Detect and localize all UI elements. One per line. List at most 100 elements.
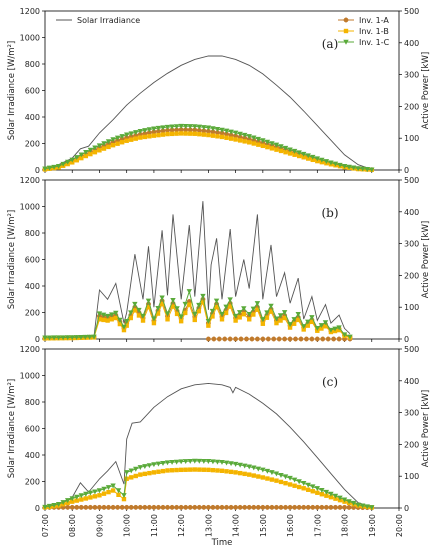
series-point <box>278 504 284 510</box>
series-point <box>137 465 144 470</box>
series-point <box>192 458 198 464</box>
offline-point <box>320 336 326 342</box>
offline-series <box>205 336 353 342</box>
series-point <box>156 504 161 510</box>
series-point <box>310 489 315 494</box>
series-point <box>278 144 284 150</box>
series-point <box>196 308 202 314</box>
series-point <box>174 311 180 317</box>
series-point <box>237 138 243 143</box>
series-point <box>210 467 216 473</box>
series-point <box>160 132 166 137</box>
series-point <box>88 495 93 500</box>
series-point <box>215 504 220 510</box>
series-point <box>55 501 62 507</box>
series-point <box>178 459 184 465</box>
series-point <box>192 317 197 323</box>
series-point <box>78 334 84 340</box>
left-axis-label: Solar Irradiance [W/m²] <box>7 41 17 140</box>
series-point <box>206 323 211 328</box>
offline-point <box>336 336 342 342</box>
series-point <box>174 504 180 510</box>
left-tick-label: 600 <box>25 87 40 96</box>
series-point <box>187 302 192 307</box>
series-point <box>274 147 279 152</box>
series-point <box>223 460 230 466</box>
series-point <box>333 504 338 510</box>
series-point <box>247 317 252 322</box>
series-point <box>129 475 134 480</box>
series-point <box>83 496 89 501</box>
x-tick-label: 07:00 <box>41 514 50 537</box>
series-point <box>251 465 257 471</box>
series-point <box>314 486 321 491</box>
series-point <box>296 317 301 323</box>
series-point <box>169 131 175 137</box>
left-tick-label: 1000 <box>20 203 40 212</box>
panel-label: (a) <box>322 37 339 51</box>
series-point <box>124 323 129 328</box>
series-point <box>74 155 80 160</box>
series-point <box>160 460 166 466</box>
left-tick-label: 1000 <box>20 372 40 381</box>
series-point <box>201 458 207 464</box>
offline-point <box>303 336 309 342</box>
x-axis-label: Time <box>211 538 233 548</box>
series-point <box>132 308 138 313</box>
left-tick-label: 400 <box>25 451 40 460</box>
series-point <box>121 496 127 502</box>
series-point <box>213 298 220 304</box>
x-tick-label: 11:00 <box>150 514 159 537</box>
series-point <box>192 504 198 510</box>
right-tick-label: 100 <box>404 303 419 312</box>
series-point <box>283 504 288 510</box>
series-point <box>237 504 243 510</box>
series-point <box>70 499 75 504</box>
series-point <box>170 298 176 303</box>
series-point <box>246 464 252 470</box>
series-point <box>136 307 142 313</box>
series-point <box>92 149 98 155</box>
left-tick-label: 600 <box>25 256 40 265</box>
series-point <box>260 475 266 480</box>
series-point <box>219 504 225 510</box>
series-point <box>227 297 233 303</box>
series-point <box>305 153 311 159</box>
series-point <box>165 317 170 322</box>
series-point <box>97 504 102 510</box>
right-axis-label: Active Power [kW] <box>421 221 431 298</box>
series-point <box>283 480 288 486</box>
series-point <box>183 467 188 472</box>
series-point <box>105 485 112 491</box>
right-tick-label: 0 <box>404 166 409 175</box>
x-tick-label: 19:00 <box>368 514 377 537</box>
series-point <box>296 484 302 490</box>
series-point <box>155 461 162 467</box>
series-point <box>121 324 127 330</box>
series-point <box>109 317 114 322</box>
series-point <box>159 301 165 307</box>
series-point <box>233 318 238 323</box>
series-point <box>210 133 216 138</box>
right-tick-label: 100 <box>404 472 419 481</box>
series-point <box>64 159 71 165</box>
offline-point <box>298 336 304 342</box>
series-point <box>264 504 270 510</box>
series-point <box>91 334 97 340</box>
left-tick-label: 400 <box>25 113 40 122</box>
series-point <box>264 310 270 316</box>
series-point <box>332 161 339 167</box>
right-tick-label: 500 <box>404 345 419 354</box>
series-point <box>346 164 352 170</box>
series-point <box>110 142 116 148</box>
left-tick-label: 800 <box>25 229 40 238</box>
series-point <box>115 504 121 510</box>
series-point <box>142 471 148 477</box>
series-point <box>201 125 207 130</box>
series-point <box>124 476 129 481</box>
series-point <box>219 460 225 465</box>
series-point <box>309 319 315 325</box>
series-point <box>319 487 325 493</box>
series-point <box>137 504 143 510</box>
